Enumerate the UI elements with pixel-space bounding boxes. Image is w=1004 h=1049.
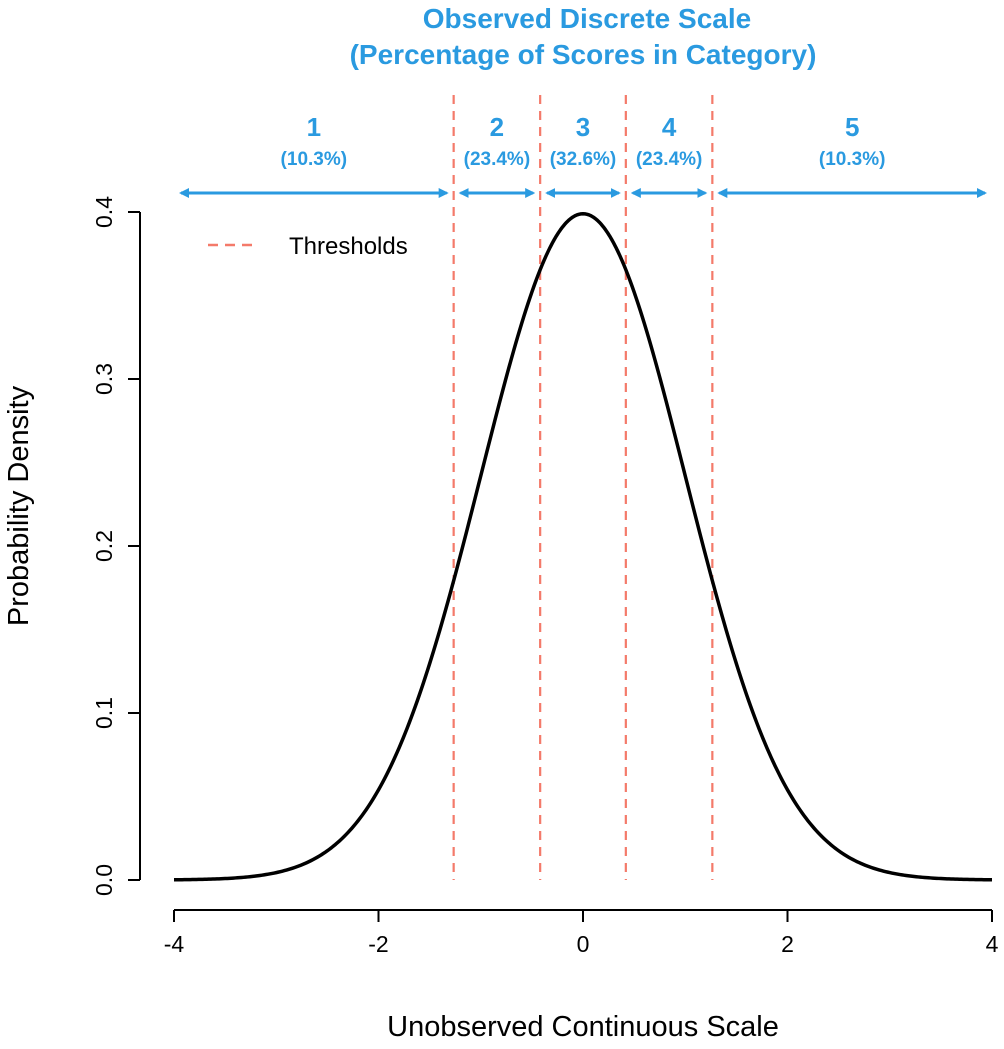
category-label-4: 4 bbox=[662, 112, 677, 142]
x-tick-label: 2 bbox=[781, 931, 794, 957]
category-percent-4: (23.4%) bbox=[636, 149, 703, 170]
category-percent-5: (10.3%) bbox=[819, 149, 886, 170]
y-tick-label: 0.4 bbox=[91, 196, 117, 228]
category-2: 2 (23.4%) bbox=[458, 112, 536, 198]
x-axis: -4 -2 0 2 4 bbox=[164, 909, 999, 957]
legend: Thresholds bbox=[208, 233, 408, 260]
y-tick-label: 0.1 bbox=[91, 697, 117, 729]
y-tick-label: 0.2 bbox=[91, 530, 117, 562]
y-tick-label: 0.0 bbox=[91, 864, 117, 896]
chart-title-line-2: (Percentage of Scores in Category) bbox=[350, 39, 817, 70]
category-percent-1: (10.3%) bbox=[281, 149, 348, 170]
category-label-5: 5 bbox=[845, 112, 859, 142]
density-curve bbox=[173, 212, 993, 882]
x-tick-label: -2 bbox=[368, 931, 388, 957]
x-axis-label: Unobserved Continuous Scale bbox=[387, 1011, 779, 1043]
legend-thresholds-label: Thresholds bbox=[289, 233, 408, 260]
y-axis-label: Probability Density bbox=[3, 385, 35, 626]
category-percent-2: (23.4%) bbox=[464, 149, 531, 170]
y-tick-label: 0.3 bbox=[91, 363, 117, 395]
y-axis: 0.0 0.1 0.2 0.3 0.4 bbox=[91, 196, 141, 896]
chart-title-line-1: Observed Discrete Scale bbox=[423, 3, 751, 34]
threshold-lines bbox=[452, 95, 714, 880]
category-label-2: 2 bbox=[490, 112, 504, 142]
x-tick-label: -4 bbox=[164, 931, 185, 957]
category-3: 3 (32.6%) bbox=[545, 112, 621, 198]
x-tick-label: 4 bbox=[986, 931, 999, 957]
category-label-1: 1 bbox=[307, 112, 321, 142]
category-annotations: 1 (10.3%) 2 (23.4%) 3 (32.6%) 4 (23.4%) 5 (10.3%) bbox=[179, 112, 987, 198]
category-5: 5 (10.3%) bbox=[717, 112, 987, 198]
category-1: 1 (10.3%) bbox=[179, 112, 449, 198]
x-tick-label: 0 bbox=[577, 931, 590, 957]
category-4: 4 (23.4%) bbox=[630, 112, 708, 198]
category-percent-3: (32.6%) bbox=[550, 149, 617, 170]
category-label-3: 3 bbox=[576, 112, 590, 142]
